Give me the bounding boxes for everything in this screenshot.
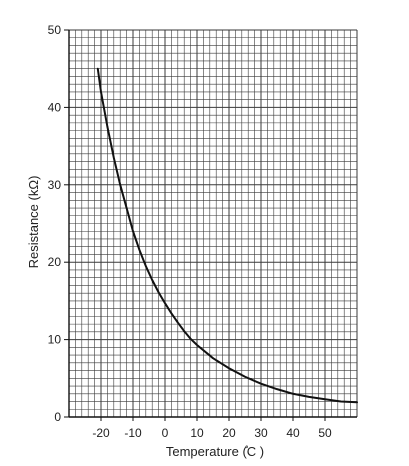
y-tick-label: 30 [48, 178, 62, 192]
x-tick-label: 10 [190, 426, 204, 440]
x-tick-label: 0 [162, 426, 169, 440]
y-tick-label: 50 [48, 23, 62, 37]
y-tick-label: 10 [48, 333, 62, 347]
x-axis-label: Temperature (̊C ) [166, 444, 264, 459]
curve-layer [96, 67, 358, 404]
y-tick-label: 20 [48, 255, 62, 269]
x-tick-label: 50 [318, 426, 332, 440]
tick-labels: 0 10 20 30 40 50 -20 -10 0 10 20 30 40 50 [48, 23, 332, 440]
y-tick-label: 40 [48, 100, 62, 114]
x-tick-label: -10 [124, 426, 142, 440]
x-tick-label: 20 [222, 426, 236, 440]
x-tick-label: 40 [286, 426, 300, 440]
resistance-curve [96, 67, 358, 404]
x-tick-label: -20 [92, 426, 110, 440]
y-tick-label: 0 [54, 410, 61, 424]
axes [64, 29, 357, 421]
y-axis-label: Resistance (kΩ) [26, 176, 41, 269]
x-tick-label: 30 [254, 426, 268, 440]
